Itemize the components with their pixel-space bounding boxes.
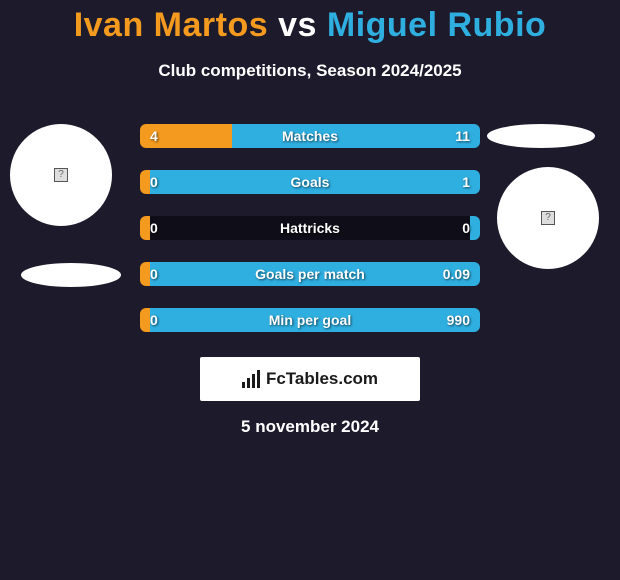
stat-label: Goals per match	[140, 262, 480, 286]
player1-name: Ivan Martos	[74, 6, 268, 44]
player1-avatar	[10, 124, 112, 226]
placeholder-image-icon	[54, 168, 68, 182]
subtitle: Club competitions, Season 2024/2025	[0, 61, 620, 81]
stat-row: 00.09Goals per match	[140, 262, 480, 286]
stat-row: 00Hattricks	[140, 216, 480, 240]
player2-name: Miguel Rubio	[327, 6, 546, 44]
stat-row: 0990Min per goal	[140, 308, 480, 332]
stat-label: Matches	[140, 124, 480, 148]
player2-shadow	[487, 124, 595, 148]
brand-text: FcTables.com	[266, 369, 378, 389]
placeholder-image-icon	[541, 211, 555, 225]
bar-chart-icon	[242, 370, 260, 388]
player2-avatar	[497, 167, 599, 269]
stat-rows: 411Matches 01Goals 00Hattricks 00.09Goals p…	[140, 124, 480, 354]
comparison-title: Ivan Martos vs Miguel Rubio	[0, 0, 620, 45]
stat-row: 01Goals	[140, 170, 480, 194]
vs-text: vs	[278, 6, 317, 44]
date-label: 5 november 2024	[0, 417, 620, 437]
brand-logo: FcTables.com	[200, 357, 420, 401]
stat-label: Hattricks	[140, 216, 480, 240]
stat-label: Goals	[140, 170, 480, 194]
stat-label: Min per goal	[140, 308, 480, 332]
comparison-stage: 411Matches 01Goals 00Hattricks 00.09Goals p…	[0, 109, 620, 429]
stat-row: 411Matches	[140, 124, 480, 148]
player1-shadow	[21, 263, 121, 287]
